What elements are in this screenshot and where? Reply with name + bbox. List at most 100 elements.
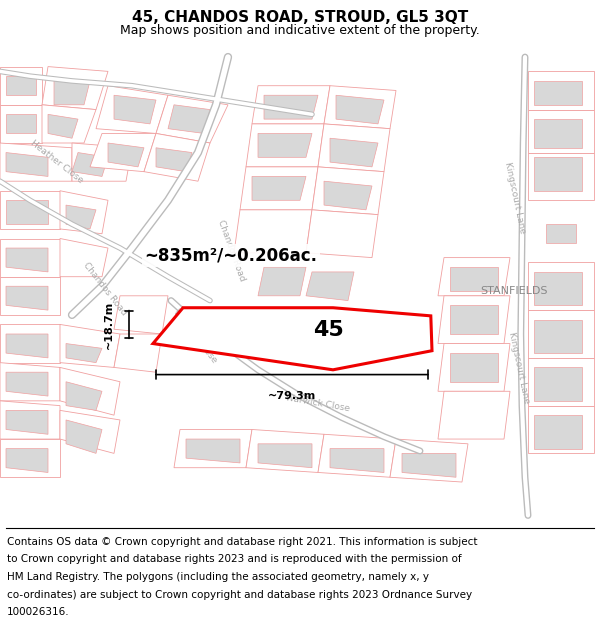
- Polygon shape: [312, 167, 384, 214]
- Polygon shape: [438, 344, 510, 391]
- Polygon shape: [0, 239, 60, 277]
- Polygon shape: [144, 134, 210, 181]
- Polygon shape: [258, 267, 306, 296]
- Polygon shape: [42, 67, 108, 109]
- Polygon shape: [60, 239, 108, 277]
- Polygon shape: [60, 411, 120, 453]
- Polygon shape: [66, 344, 102, 362]
- Polygon shape: [66, 382, 102, 411]
- Polygon shape: [0, 362, 60, 401]
- Text: Contains OS data © Crown copyright and database right 2021. This information is : Contains OS data © Crown copyright and d…: [7, 537, 478, 547]
- Polygon shape: [0, 67, 42, 105]
- Polygon shape: [534, 415, 582, 449]
- Polygon shape: [114, 334, 162, 372]
- Polygon shape: [6, 449, 48, 472]
- Polygon shape: [156, 95, 228, 143]
- Polygon shape: [72, 152, 108, 176]
- Polygon shape: [528, 406, 594, 453]
- Text: ~18.7m: ~18.7m: [104, 301, 114, 349]
- Polygon shape: [438, 391, 510, 439]
- Polygon shape: [54, 81, 90, 105]
- Polygon shape: [60, 324, 120, 368]
- Polygon shape: [546, 224, 576, 243]
- Polygon shape: [264, 95, 318, 119]
- Text: ~79.3m: ~79.3m: [268, 391, 316, 401]
- Polygon shape: [528, 358, 594, 406]
- Polygon shape: [0, 324, 60, 362]
- Text: 45, CHANDOS ROAD, STROUD, GL5 3QT: 45, CHANDOS ROAD, STROUD, GL5 3QT: [132, 9, 468, 24]
- Polygon shape: [96, 86, 168, 134]
- Polygon shape: [258, 444, 312, 468]
- Polygon shape: [402, 453, 456, 478]
- Polygon shape: [0, 277, 60, 315]
- Polygon shape: [0, 439, 60, 478]
- Polygon shape: [186, 439, 240, 463]
- Polygon shape: [156, 148, 192, 172]
- Text: 100026316.: 100026316.: [7, 607, 70, 617]
- Polygon shape: [534, 119, 582, 148]
- Polygon shape: [528, 262, 594, 310]
- Polygon shape: [390, 439, 468, 482]
- Polygon shape: [438, 258, 510, 296]
- Polygon shape: [6, 152, 48, 176]
- Polygon shape: [168, 105, 210, 134]
- Polygon shape: [252, 86, 330, 124]
- Polygon shape: [0, 105, 42, 143]
- Polygon shape: [66, 420, 102, 453]
- Polygon shape: [90, 134, 156, 172]
- Polygon shape: [6, 411, 48, 434]
- Text: Chandos Road: Chandos Road: [82, 261, 128, 317]
- Polygon shape: [336, 95, 384, 124]
- Polygon shape: [114, 95, 156, 124]
- Polygon shape: [153, 308, 432, 370]
- Polygon shape: [48, 114, 78, 138]
- Polygon shape: [60, 368, 120, 415]
- Polygon shape: [330, 449, 384, 472]
- Polygon shape: [534, 158, 582, 191]
- Text: to Crown copyright and database rights 2023 and is reproduced with the permissio: to Crown copyright and database rights 2…: [7, 554, 462, 564]
- Polygon shape: [6, 248, 48, 272]
- Polygon shape: [258, 134, 312, 158]
- Polygon shape: [240, 167, 318, 210]
- Polygon shape: [0, 191, 60, 229]
- Text: Kingscourt Lane: Kingscourt Lane: [503, 161, 527, 234]
- Text: Map shows position and indicative extent of the property.: Map shows position and indicative extent…: [120, 24, 480, 37]
- Polygon shape: [60, 191, 108, 234]
- Polygon shape: [234, 210, 312, 253]
- Polygon shape: [450, 353, 498, 382]
- Polygon shape: [174, 429, 252, 468]
- Polygon shape: [108, 143, 144, 167]
- Polygon shape: [528, 152, 594, 200]
- Polygon shape: [324, 86, 396, 129]
- Polygon shape: [450, 267, 498, 291]
- Polygon shape: [0, 401, 60, 439]
- Text: HM Land Registry. The polygons (including the associated geometry, namely x, y: HM Land Registry. The polygons (includin…: [7, 572, 429, 582]
- Polygon shape: [66, 205, 96, 229]
- Polygon shape: [6, 76, 36, 95]
- Polygon shape: [306, 210, 378, 258]
- Polygon shape: [318, 124, 390, 172]
- Polygon shape: [534, 319, 582, 353]
- Text: Kingscourt Lane: Kingscourt Lane: [507, 331, 531, 404]
- Text: ~835m²/~0.206ac.: ~835m²/~0.206ac.: [145, 246, 317, 264]
- Polygon shape: [438, 296, 510, 344]
- Text: Warwick Close: Warwick Close: [172, 308, 218, 365]
- Polygon shape: [534, 272, 582, 306]
- Text: STANFIELDS: STANFIELDS: [480, 286, 548, 296]
- Text: Heather Close: Heather Close: [29, 139, 85, 186]
- Polygon shape: [114, 296, 168, 334]
- Text: 45: 45: [313, 320, 344, 340]
- Polygon shape: [534, 81, 582, 105]
- Polygon shape: [306, 272, 354, 301]
- Polygon shape: [528, 310, 594, 358]
- Polygon shape: [324, 181, 372, 210]
- Text: Warwick Close: Warwick Close: [285, 393, 351, 413]
- Polygon shape: [528, 109, 594, 152]
- Polygon shape: [450, 306, 498, 334]
- Polygon shape: [246, 429, 324, 472]
- Polygon shape: [534, 368, 582, 401]
- Polygon shape: [318, 434, 396, 478]
- Polygon shape: [0, 143, 72, 181]
- Polygon shape: [6, 334, 48, 358]
- Polygon shape: [6, 286, 48, 310]
